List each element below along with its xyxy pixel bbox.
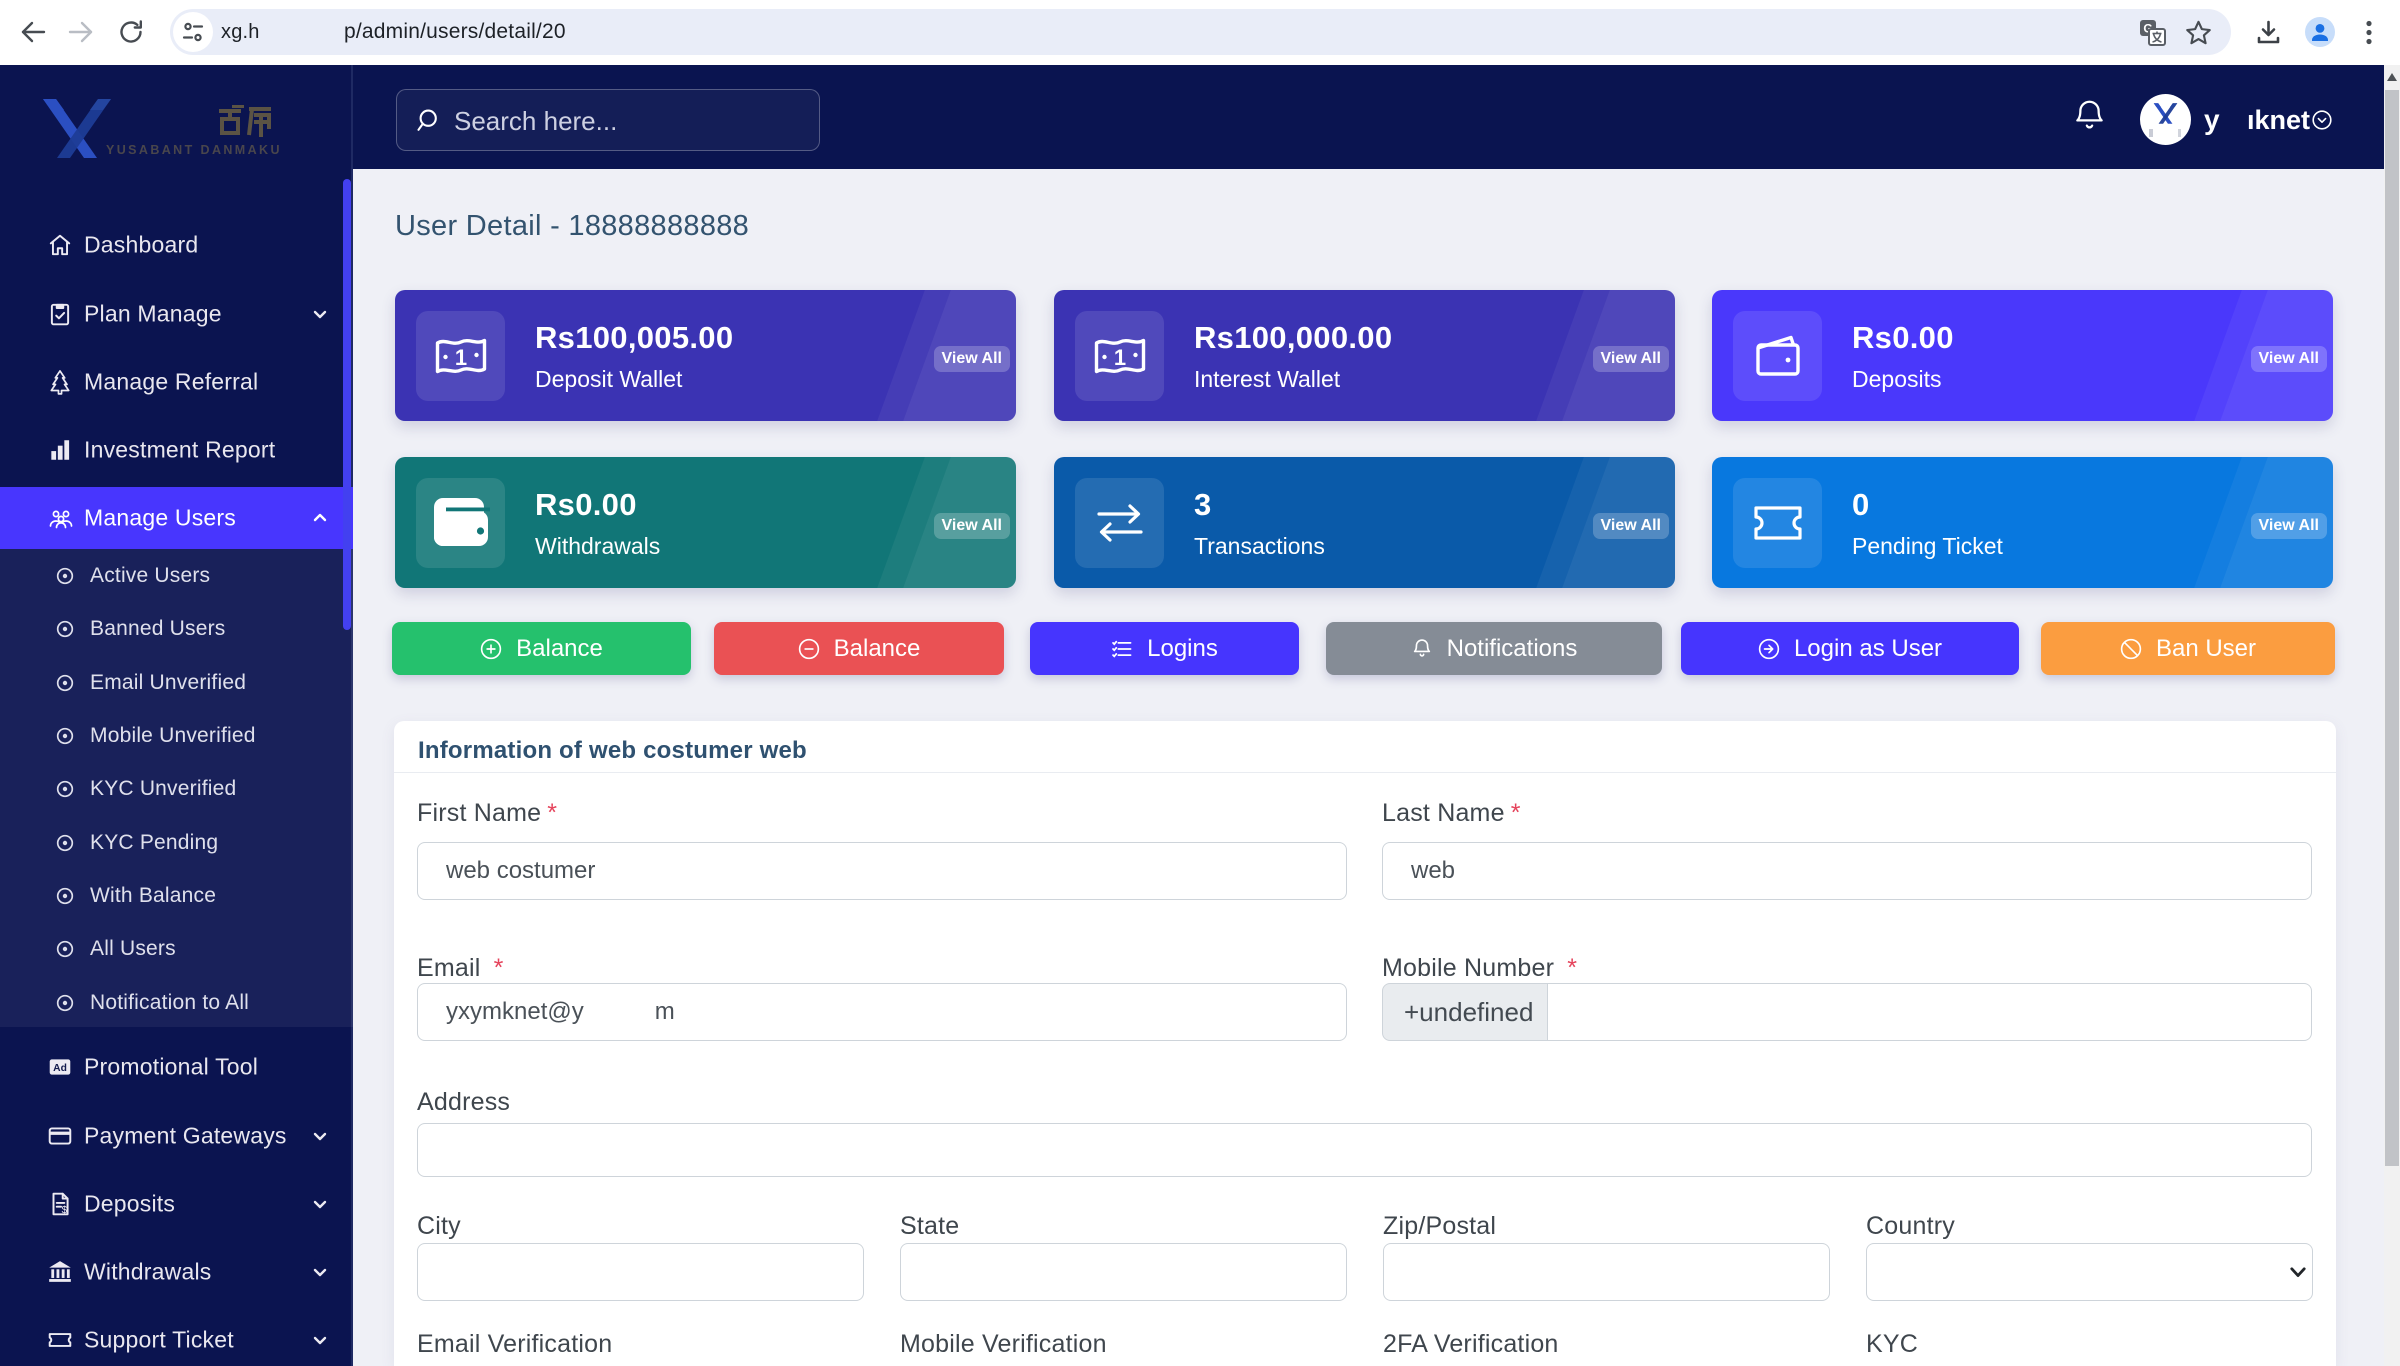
svg-text:1: 1	[454, 345, 466, 370]
svg-text:Ad: Ad	[53, 1063, 67, 1074]
svg-text:1: 1	[1113, 345, 1125, 370]
svg-text:$: $	[62, 1205, 68, 1216]
svg-text:G: G	[2143, 22, 2152, 36]
